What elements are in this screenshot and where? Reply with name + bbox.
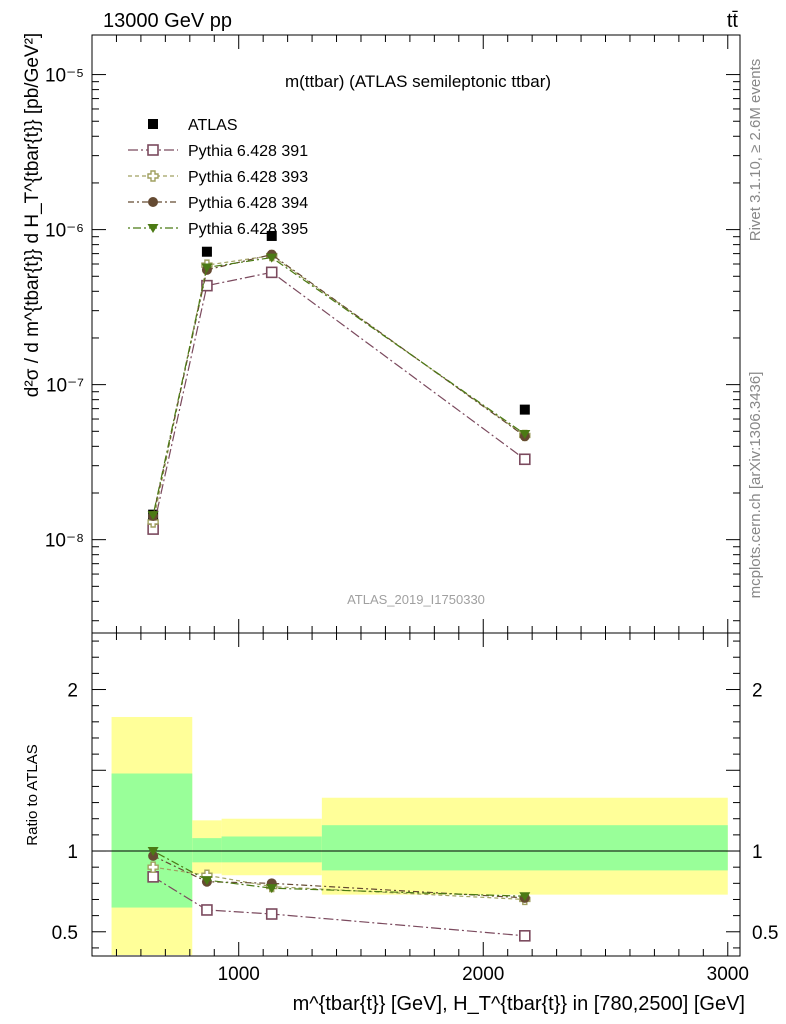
ratio-series-line [153, 866, 525, 901]
main-plot-title: m(ttbar) (ATLAS semileptonic ttbar) [285, 72, 551, 91]
stat-uncertainty-band [111, 773, 193, 908]
beam-label: 13000 GeV pp [103, 10, 232, 32]
ratio-y-tick-label-right: 1 [752, 842, 763, 863]
ratio-y-axis-label: Ratio to ATLAS [24, 744, 41, 845]
ratio-y-tick-label-right: 2 [752, 681, 763, 702]
process-label: tt̄ [727, 10, 739, 32]
x-tick-label: 1000 [218, 964, 260, 985]
stat-uncertainty-band [192, 838, 222, 863]
main-data-point [201, 263, 213, 273]
main-data-point [147, 511, 159, 521]
legend-marker [148, 197, 158, 207]
legend-label: ATLAS [188, 117, 238, 134]
ratio-data-point [201, 876, 213, 886]
legend-label: Pythia 6.428 391 [188, 143, 308, 160]
ratio-y-tick-label-left: 1 [67, 842, 78, 863]
main-data-point [201, 246, 212, 257]
legend-marker [147, 170, 159, 182]
main-y-tick-label: 10⁻⁵ [45, 66, 84, 87]
rivet-label: Rivet 3.1.10, ≥ 2.6M events [747, 59, 764, 242]
x-tick-label: 3000 [707, 964, 749, 985]
legend-label: Pythia 6.428 395 [188, 221, 308, 238]
legend-label: Pythia 6.428 394 [188, 195, 308, 212]
main-data-point [266, 230, 277, 241]
source-label: mcplots.cern.ch [arXiv:1306.3436] [747, 372, 764, 599]
legend-marker [147, 144, 159, 156]
ratio-data-point [201, 904, 213, 916]
ratio-y-tick-label-right: 0.5 [752, 923, 778, 944]
main-y-tick-label: 10⁻⁸ [45, 531, 84, 552]
x-axis-label: m^{tbar{t}} [GeV], H_T^{tbar{t}} in [780… [293, 993, 745, 1015]
main-series-line [152, 256, 526, 516]
stat-uncertainty-band [321, 825, 728, 871]
main-y-tick-label: 10⁻⁷ [46, 376, 84, 397]
main-data-point [266, 253, 278, 263]
ratio-data-point [519, 892, 531, 902]
ratio-data-point [147, 871, 159, 883]
main-series-line [152, 254, 526, 523]
legend-marker [147, 224, 159, 233]
ratio-plot-frame [91, 632, 741, 957]
main-data-point [519, 430, 531, 440]
stat-uncertainty-band [221, 836, 322, 863]
ratio-y-tick-label-left: 2 [67, 681, 78, 702]
legend-marker [148, 119, 158, 129]
legend-label: Pythia 6.428 393 [188, 169, 308, 186]
analysis-watermark: ATLAS_2019_I1750330 [347, 592, 485, 607]
main-data-point [519, 453, 531, 466]
ratio-data-point [519, 930, 531, 942]
main-y-tick-label: 10⁻⁶ [45, 221, 84, 242]
ratio-data-point [147, 847, 159, 857]
main-data-point [265, 266, 278, 279]
main-data-point [519, 404, 530, 415]
ratio-series-line [152, 876, 525, 937]
ratio-y-tick-label-left: 0.5 [52, 923, 78, 944]
ratio-data-point [147, 861, 159, 873]
ratio-data-point [265, 908, 278, 920]
main-data-point [201, 279, 213, 292]
x-tick-label: 2000 [462, 964, 504, 985]
ratio-series-line [152, 855, 525, 899]
main-series-line [152, 271, 526, 530]
ratio-data-point [266, 884, 278, 894]
main-series-line [152, 253, 526, 517]
main-y-axis-label: d²σ / d m^{tbar{t}} d H_T^{tbar{t}} [pb/… [22, 33, 43, 397]
